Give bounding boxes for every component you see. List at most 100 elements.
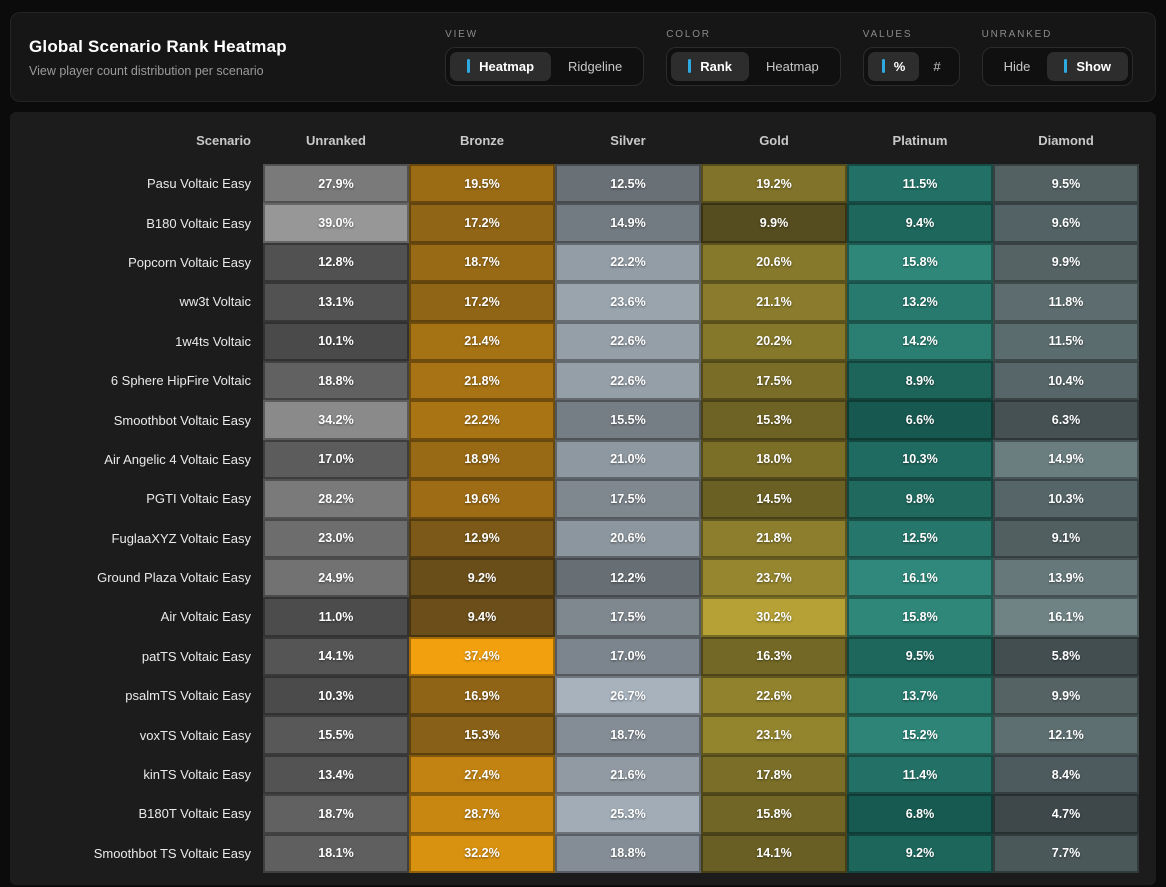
heatmap-cell: 25.3%	[555, 794, 701, 834]
color-toggle: Rank Heatmap	[666, 46, 841, 86]
column-header-bronze: Bronze	[459, 132, 505, 148]
heatmap-cell: 9.9%	[701, 203, 847, 243]
heatmap-cell: 24.9%	[263, 557, 409, 598]
scenario-label: Air Angelic 4 Voltaic Easy	[104, 451, 251, 467]
heatmap-cell: 16.3%	[701, 636, 847, 677]
values-count-button[interactable]: #	[919, 52, 954, 81]
heatmap-cell: 30.2%	[701, 597, 847, 637]
unranked-show-label: Show	[1076, 58, 1111, 74]
heatmap-cell: 11.4%	[847, 754, 993, 795]
heatmap-cell: 9.6%	[993, 203, 1139, 243]
column-header-diamond: Diamond	[1038, 132, 1094, 148]
unranked-show-button[interactable]: Show	[1047, 51, 1128, 81]
color-rank-button[interactable]: Rank	[671, 51, 750, 81]
heatmap-cell: 18.8%	[555, 833, 701, 874]
values-toggle: % #	[862, 46, 960, 86]
heatmap-cell: 11.5%	[993, 321, 1139, 361]
scenario-label: ww3t Voltaic	[179, 294, 251, 310]
heatmap-cell: 18.7%	[409, 242, 555, 283]
heatmap-cell: 4.7%	[993, 794, 1139, 834]
heatmap-cell: 9.9%	[993, 676, 1139, 716]
heatmap-cell: 22.6%	[555, 360, 701, 401]
unranked-hide-button[interactable]: Hide	[987, 52, 1048, 81]
heatmap-cell: 9.8%	[847, 479, 993, 519]
heatmap-cell: 32.2%	[409, 833, 555, 874]
heatmap-cell: 20.6%	[701, 242, 847, 283]
heatmap-cell: 9.4%	[847, 203, 993, 243]
scenario-label: Popcorn Voltaic Easy	[128, 254, 251, 270]
unranked-toggle: Hide Show	[981, 46, 1133, 86]
heatmap-cell: 22.2%	[555, 242, 701, 283]
heatmap-cell: 16.9%	[409, 676, 555, 716]
scenario-label: B180 Voltaic Easy	[146, 215, 251, 231]
heatmap-cell: 9.2%	[847, 833, 993, 874]
title-block: Global Scenario Rank Heatmap View player…	[29, 37, 287, 78]
heatmap-cell: 14.2%	[847, 321, 993, 361]
heatmap-cell: 6.8%	[847, 794, 993, 834]
heatmap-cell: 20.2%	[701, 321, 847, 361]
heatmap-cell: 20.6%	[555, 518, 701, 558]
column-header-platinum: Platinum	[892, 132, 948, 148]
heatmap-cell: 22.6%	[555, 321, 701, 361]
heatmap-cell: 23.1%	[701, 715, 847, 755]
heatmap-cell: 17.5%	[701, 360, 847, 401]
heatmap-cell: 15.8%	[847, 242, 993, 283]
unranked-label: UNRANKED	[981, 28, 1053, 40]
heatmap-cell: 18.8%	[263, 360, 409, 401]
scenario-label: Smoothbot TS Voltaic Easy	[93, 845, 251, 861]
active-indicator-bar	[881, 59, 885, 73]
heatmap-cell: 26.7%	[555, 676, 701, 716]
heatmap-cell: 19.5%	[409, 164, 555, 204]
scenario-label: voxTS Voltaic Easy	[139, 727, 251, 743]
heatmap-cell: 18.9%	[409, 439, 555, 480]
heatmap-cell: 12.5%	[555, 164, 701, 204]
heatmap-cell: 9.9%	[993, 242, 1139, 283]
heatmap-cell: 23.7%	[701, 557, 847, 598]
heatmap-cell: 6.3%	[993, 400, 1139, 440]
color-label: COLOR	[666, 28, 711, 40]
heatmap-cell: 18.7%	[263, 794, 409, 834]
heatmap-cell: 11.0%	[263, 597, 409, 637]
heatmap-cell: 23.0%	[263, 518, 409, 558]
control-group-unranked: UNRANKED Hide Show	[981, 28, 1133, 86]
heatmap-cell: 28.2%	[263, 479, 409, 519]
heatmap-cell: 14.1%	[263, 636, 409, 677]
heatmap-cell: 15.8%	[701, 794, 847, 834]
heatmap-cell: 37.4%	[409, 636, 555, 677]
scenario-label: Pasu Voltaic Easy	[146, 176, 251, 192]
page-subtitle: View player count distribution per scena…	[29, 63, 264, 78]
heatmap-cell: 14.5%	[701, 479, 847, 519]
active-indicator-bar	[1064, 59, 1068, 73]
heatmap-cell: 17.0%	[555, 636, 701, 677]
heatmap-cell: 14.9%	[555, 203, 701, 243]
heatmap-cell: 12.5%	[847, 518, 993, 558]
heatmap-cell: 17.2%	[409, 282, 555, 322]
heatmap-cell: 12.9%	[409, 518, 555, 558]
heatmap-cell: 28.7%	[409, 794, 555, 834]
heatmap-cell: 22.6%	[701, 676, 847, 716]
controls: VIEW Heatmap Ridgeline COLOR Rank	[445, 29, 1133, 86]
scenario-label: Smoothbot Voltaic Easy	[113, 412, 251, 428]
heatmap-cell: 14.1%	[701, 833, 847, 874]
heatmap-cell: 14.9%	[993, 439, 1139, 480]
heatmap-cell: 12.8%	[263, 242, 409, 283]
heatmap-cell: 10.3%	[993, 479, 1139, 519]
heatmap-cell: 34.2%	[263, 400, 409, 440]
heatmap-cell: 11.5%	[847, 164, 993, 204]
control-group-view: VIEW Heatmap Ridgeline	[445, 29, 645, 86]
color-heatmap-button[interactable]: Heatmap	[749, 52, 836, 81]
scenario-label: kinTS Voltaic Easy	[143, 767, 251, 783]
active-indicator-bar	[467, 59, 471, 73]
heatmap-cell: 8.4%	[993, 754, 1139, 795]
view-heatmap-label: Heatmap	[479, 58, 535, 74]
heatmap-cell: 15.5%	[555, 400, 701, 440]
view-ridgeline-button[interactable]: Ridgeline	[551, 52, 639, 81]
view-ridgeline-label: Ridgeline	[568, 58, 623, 74]
view-heatmap-button[interactable]: Heatmap	[450, 51, 552, 81]
values-percent-button[interactable]: %	[867, 51, 920, 81]
heatmap-cell: 17.2%	[409, 203, 555, 243]
heatmap-cell: 15.2%	[847, 715, 993, 755]
heatmap-cell: 9.5%	[847, 636, 993, 677]
heatmap-card: Scenario Unranked Bronze Silver Gold Platinum…	[10, 112, 1156, 886]
heatmap-cell: 17.0%	[263, 439, 409, 480]
